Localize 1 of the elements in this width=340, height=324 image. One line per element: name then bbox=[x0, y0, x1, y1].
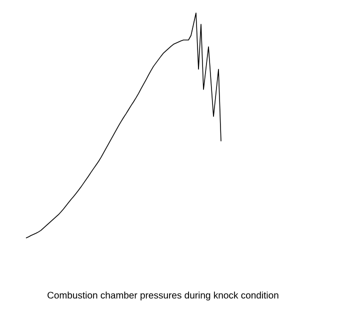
text: Combustion chamber pressures during knock condition bbox=[48, 292, 278, 300]
